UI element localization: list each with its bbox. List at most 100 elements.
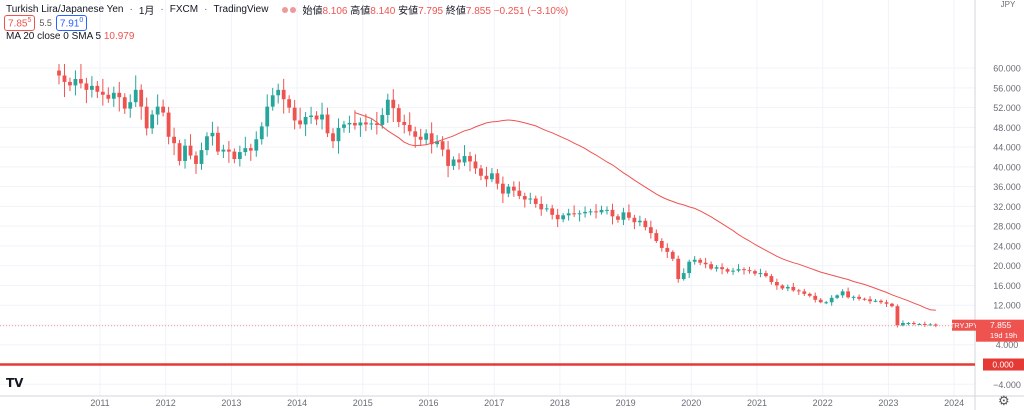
candle-body — [117, 92, 122, 98]
candle-body — [643, 220, 648, 228]
x-tick-label: 2020 — [681, 398, 701, 408]
candle-body — [150, 114, 155, 129]
candle-body — [681, 273, 686, 280]
symbol-title[interactable]: Turkish Lira/Japanese Yen — [6, 4, 124, 15]
candle-body — [879, 300, 883, 303]
buy-button[interactable]: 7.910 — [55, 15, 88, 32]
x-tick-label: 2019 — [616, 398, 636, 408]
symbol-tag: TRYJPY — [950, 321, 979, 330]
candle-body — [594, 211, 598, 213]
candle-body — [791, 286, 796, 291]
source-label: TradingView — [213, 4, 269, 15]
candle-body — [835, 295, 840, 298]
gear-icon[interactable]: ⚙ — [998, 393, 1010, 408]
candle-body — [172, 136, 176, 144]
candle-body — [676, 258, 681, 280]
candle-body — [517, 190, 522, 197]
candle-body — [577, 213, 582, 215]
x-tick-label: 2015 — [353, 398, 373, 408]
chart-header: Turkish Lira/Japanese Yen · 1月 · FXCM · … — [6, 4, 569, 17]
candle-body — [188, 145, 193, 156]
candle-body — [692, 259, 697, 262]
candle-body — [298, 120, 303, 125]
candle-body — [769, 276, 774, 283]
y-tick-label: 60.000 — [993, 64, 1021, 74]
candle-body — [73, 78, 78, 86]
candle-body — [610, 209, 615, 217]
candle-body — [533, 198, 538, 204]
candle-body — [873, 300, 878, 302]
candle-body — [183, 145, 187, 161]
candle-body — [714, 267, 719, 269]
trade-buttons: 7.855 5.5 7.910 — [4, 15, 88, 32]
candle-body — [380, 115, 385, 125]
candle-body — [314, 115, 319, 120]
candle-body — [270, 95, 275, 107]
candle-body — [753, 271, 757, 274]
candle-body — [637, 220, 642, 223]
candle-body — [468, 156, 472, 162]
candle-body — [774, 282, 779, 286]
tradingview-logo-icon[interactable]: TV — [6, 376, 24, 390]
x-tick-label: 2013 — [221, 398, 241, 408]
candle-body — [511, 186, 516, 191]
candle-body — [457, 159, 461, 163]
candle-body — [868, 299, 872, 302]
candle-body — [331, 133, 335, 142]
candle-body — [720, 267, 724, 270]
candle-body — [89, 85, 94, 90]
interval-label[interactable]: 1月 — [138, 6, 155, 17]
candle-body — [440, 141, 445, 150]
candle-body — [68, 81, 72, 86]
candle-body — [813, 295, 818, 300]
candle-body — [226, 149, 231, 152]
x-tick-label: 2016 — [418, 398, 438, 408]
ma-label: MA 20 close 0 SMA 5 — [6, 31, 102, 42]
candle-body — [742, 269, 746, 271]
candle-body — [911, 323, 916, 325]
candle-body — [725, 269, 730, 272]
candle-body — [572, 213, 577, 215]
candle-body — [654, 233, 659, 241]
candle-body — [928, 324, 933, 326]
candle-body — [687, 261, 692, 274]
price-tag-bg — [976, 319, 1024, 342]
candle-body — [917, 323, 922, 325]
candle-body — [627, 212, 631, 218]
candle-body — [232, 151, 237, 159]
candle-body — [648, 227, 653, 234]
candle-body — [846, 291, 851, 298]
candle-body — [336, 127, 341, 142]
zero-tag-bg — [983, 358, 1024, 371]
candle-body — [495, 173, 500, 184]
x-tick-label: 2011 — [90, 398, 109, 408]
candle-body — [780, 285, 785, 289]
x-tick-label: 2017 — [484, 398, 504, 408]
candle-body — [884, 302, 889, 304]
candle-body — [259, 126, 264, 140]
candle-body — [703, 262, 708, 265]
sell-button[interactable]: 7.855 — [4, 15, 36, 32]
candle-body — [758, 273, 763, 275]
candle-body — [358, 122, 363, 126]
candle-body — [111, 92, 116, 99]
y-tick-label: 4.000 — [996, 340, 1019, 350]
candle-body — [506, 186, 511, 194]
x-tick-label: 2014 — [287, 398, 307, 408]
candle-body — [205, 136, 209, 151]
candle-body — [698, 259, 703, 263]
candle-body — [906, 323, 911, 325]
ma-indicator-legend[interactable]: MA 20 close 0 SMA 5 10.979 — [6, 31, 134, 42]
candle-body — [473, 161, 478, 169]
candle-body — [528, 198, 533, 200]
change-value: −0.251 (−3.10%) — [493, 6, 569, 17]
candle-body — [106, 94, 111, 99]
x-tick-label: 2024 — [944, 398, 964, 408]
candle-body — [281, 89, 286, 100]
candle-body — [276, 89, 281, 96]
y-tick-label: 56.000 — [993, 83, 1021, 93]
candle-body — [413, 131, 418, 137]
candle-body — [670, 251, 675, 259]
candle-body — [665, 247, 670, 252]
